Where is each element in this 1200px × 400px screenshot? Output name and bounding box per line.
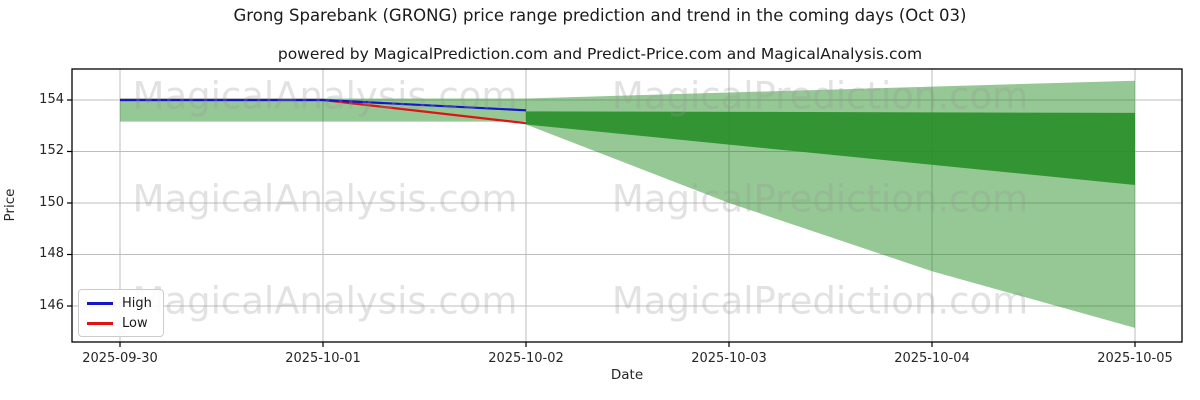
y-tick-146: 146 [39,298,64,313]
x-tick-2025-10-02: 2025-10-02 [488,351,564,366]
y-tick-152: 152 [39,143,64,158]
band-prediction-inner-range [526,111,1135,185]
high-line-swatch [87,301,113,305]
x-tick-2025-10-05: 2025-10-05 [1097,351,1173,366]
line-high [120,98,527,112]
y-tick-150: 150 [39,195,64,210]
low-line-swatch [87,321,113,325]
legend-item-high: High [87,296,163,311]
x-tick-2025-10-03: 2025-10-03 [691,351,767,366]
x-tick-2025-10-01: 2025-10-01 [285,351,361,366]
x-tick-2025-10-04: 2025-10-04 [894,351,970,366]
plot-border [71,68,1183,343]
legend-item-low: Low [87,316,163,331]
y-tick-148: 148 [39,246,64,261]
x-tick-2025-09-30: 2025-09-30 [82,351,158,366]
legend-label-high: High [122,295,152,311]
legend: High Low [78,289,164,337]
band-historical-range [120,98,526,122]
y-tick-154: 154 [39,92,64,107]
y-axis-label: Price [2,188,18,222]
x-axis-label: Date [610,367,644,383]
chart-title: Grong Sparebank (GRONG) price range pred… [233,6,967,25]
legend-label-low: Low [122,315,148,331]
chart-subtitle: powered by MagicalPrediction.com and Pre… [277,45,923,63]
